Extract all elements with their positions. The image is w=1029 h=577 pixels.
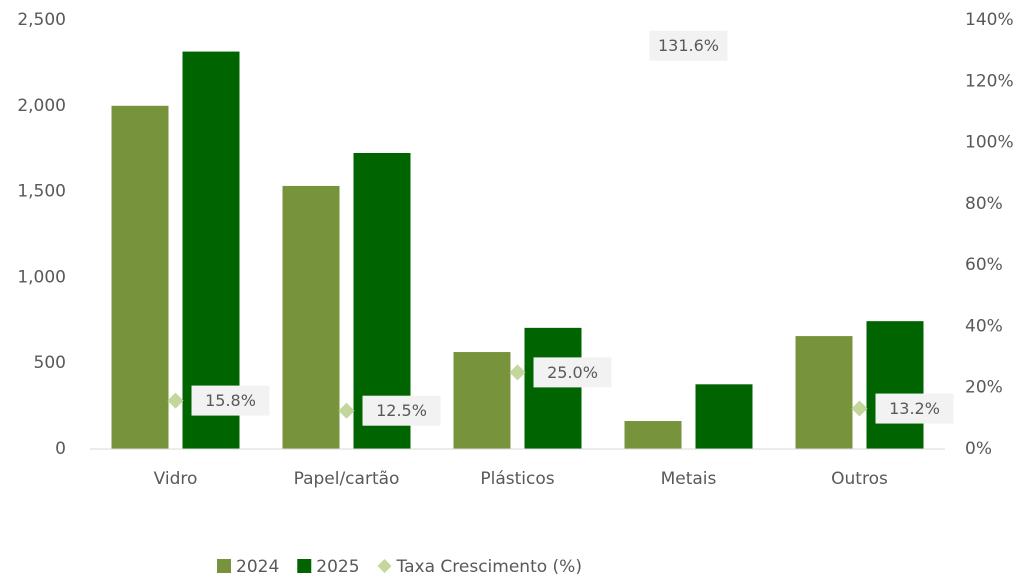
y2-tick-label: 0% — [965, 439, 992, 459]
data-label: 131.6% — [658, 36, 719, 55]
x-tick-label: Outros — [831, 469, 888, 489]
y2-tick-label: 140% — [965, 10, 1014, 30]
legend-swatch — [297, 559, 312, 573]
data-label-box — [649, 30, 728, 61]
legend-label: Taxa Crescimento (%) — [396, 557, 582, 577]
y-tick-label: 1,000 — [17, 267, 66, 287]
bar — [182, 51, 240, 449]
x-tick-label: Metais — [661, 469, 717, 489]
data-label-box — [875, 393, 954, 424]
data-label: 25.0% — [547, 363, 598, 382]
y2-tick-label: 80% — [965, 194, 1003, 214]
y-tick-label: 2,500 — [17, 10, 66, 30]
bar — [111, 105, 169, 450]
y-tick-label: 0 — [55, 439, 66, 459]
bar — [695, 384, 753, 449]
data-label: 13.2% — [889, 399, 940, 418]
data-label-box — [191, 385, 270, 416]
data-label-box — [533, 357, 612, 388]
y2-tick-label: 100% — [965, 133, 1014, 153]
marker — [167, 392, 184, 409]
data-label: 12.5% — [376, 401, 427, 420]
bar — [866, 321, 924, 449]
y2-tick-label: 20% — [965, 378, 1003, 398]
x-tick-label: Plásticos — [480, 469, 554, 489]
bar — [624, 421, 682, 449]
legend-swatch — [217, 559, 231, 573]
bar — [282, 185, 340, 449]
y2-tick-label: 40% — [965, 316, 1003, 336]
y2-tick-label: 120% — [965, 71, 1014, 91]
y2-tick-label: 60% — [965, 255, 1003, 275]
marker — [851, 400, 868, 417]
bar — [453, 352, 511, 449]
legend-marker — [377, 559, 392, 573]
legend-label: 2025 — [316, 557, 359, 577]
marker — [338, 402, 355, 419]
y-tick-label: 500 — [34, 353, 66, 373]
legend-label: 2024 — [236, 557, 279, 577]
y-tick-label: 2,000 — [17, 96, 66, 116]
data-label-box — [362, 395, 441, 426]
x-tick-label: Vidro — [154, 469, 198, 489]
data-label: 15.8% — [205, 391, 256, 410]
marker — [509, 364, 526, 381]
y-tick-label: 1,500 — [17, 182, 66, 202]
bar — [524, 327, 582, 449]
bar — [795, 336, 853, 449]
x-tick-label: Papel/cartão — [294, 469, 400, 489]
legend: 2024 2025 Taxa Crescimento (%) — [217, 557, 582, 577]
